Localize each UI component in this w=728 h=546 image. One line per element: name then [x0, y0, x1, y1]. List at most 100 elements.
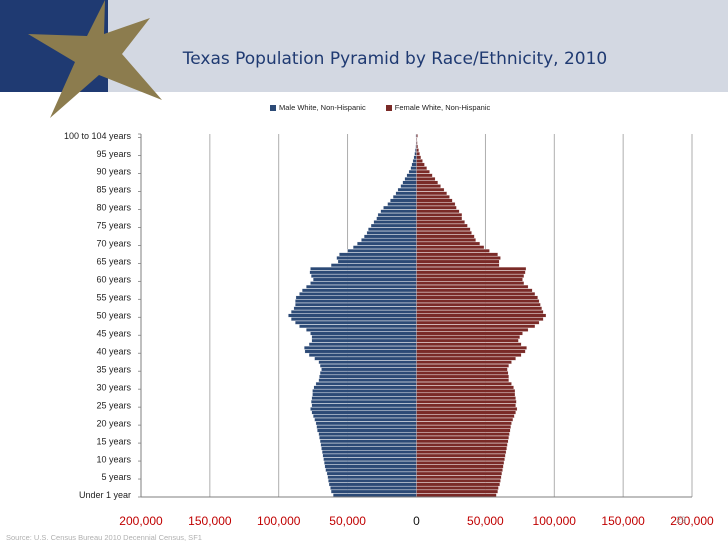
bar-male: [412, 159, 417, 163]
bar-male: [299, 324, 417, 329]
bar-female: [416, 371, 509, 375]
bar-male: [322, 450, 417, 454]
bar-male: [308, 353, 417, 357]
bar-male: [376, 216, 417, 221]
bar-male: [311, 338, 417, 343]
bar-male: [295, 295, 417, 300]
bar-male: [316, 425, 417, 429]
bar-male: [320, 443, 417, 447]
bar-male: [322, 453, 417, 458]
bar-male: [325, 468, 417, 472]
bar-male: [333, 493, 417, 497]
bar-female: [416, 486, 499, 490]
y-tick-label: Under 1 year: [79, 490, 131, 500]
bar-female: [416, 216, 463, 221]
bar-female: [416, 195, 450, 199]
y-tick-label: 70 years: [96, 239, 131, 249]
bar-male: [310, 399, 417, 404]
bar-female: [416, 256, 501, 260]
y-tick-label: 75 years: [96, 221, 131, 231]
bar-male: [295, 299, 417, 303]
y-tick-label: 95 years: [96, 149, 131, 159]
bar-male: [318, 360, 417, 364]
bar-female: [416, 234, 475, 239]
legend-item-male: Male White, Non-Hispanic: [270, 103, 366, 112]
bar-male: [295, 302, 417, 307]
bar-male: [299, 292, 417, 296]
x-tick-label: 0: [413, 514, 420, 528]
bar-female: [416, 317, 544, 321]
bar-female: [416, 360, 512, 364]
bar-female: [416, 223, 468, 228]
y-tick-label: 85 years: [96, 185, 131, 195]
bar-female: [416, 389, 516, 393]
page-number: 29: [676, 515, 687, 525]
bar-female: [416, 284, 529, 289]
bar-female: [416, 407, 518, 411]
bar-male: [317, 428, 417, 433]
bar-female: [416, 320, 540, 325]
bar-female: [416, 482, 500, 487]
bar-female: [416, 374, 509, 379]
bar-female: [416, 267, 527, 271]
source-note: Source: U.S. Census Bureau 2010 Decennia…: [6, 533, 202, 542]
bar-male: [327, 475, 417, 480]
bar-male: [337, 259, 417, 264]
bar-female: [416, 202, 456, 206]
bar-male: [383, 205, 417, 210]
x-tick-label: 100,000: [257, 514, 301, 528]
bar-female: [416, 324, 536, 329]
bar-male: [357, 241, 417, 246]
bar-male: [314, 417, 417, 422]
bar-male: [380, 209, 417, 214]
bar-female: [416, 382, 512, 386]
bar-male: [315, 382, 417, 386]
bar-female: [416, 227, 471, 232]
bar-male: [387, 202, 417, 206]
bar-female: [416, 292, 536, 296]
legend-label-male: Male White, Non-Hispanic: [279, 103, 366, 112]
bar-female: [416, 302, 541, 307]
bar-male: [330, 263, 417, 267]
bar-male: [319, 374, 417, 379]
bar-female: [416, 295, 538, 300]
bar-male: [397, 187, 417, 192]
bar-female: [416, 155, 422, 160]
bar-male: [361, 238, 417, 242]
bar-male: [408, 169, 417, 174]
bar-male: [366, 231, 417, 235]
y-tick-label: 5 years: [101, 472, 131, 482]
bar-male: [319, 364, 417, 368]
bar-male: [310, 281, 417, 285]
bar-male: [306, 328, 417, 332]
bar-male: [304, 346, 417, 350]
legend-swatch-female: [385, 105, 392, 112]
x-tick-label: 50,000: [329, 514, 366, 528]
bar-female: [416, 299, 540, 303]
bar-female: [416, 331, 523, 336]
bar-female: [416, 367, 508, 372]
bar-female: [416, 162, 425, 167]
bar-female: [416, 428, 511, 433]
y-tick-label: 90 years: [96, 167, 131, 177]
bar-female: [416, 421, 512, 426]
bar-male: [310, 274, 417, 278]
bar-male: [308, 342, 417, 347]
y-tick-label: 30 years: [96, 382, 131, 392]
bar-female: [416, 245, 485, 249]
bar-male: [321, 367, 417, 372]
bar-male: [406, 173, 417, 178]
bar-male: [347, 249, 417, 253]
bar-female: [416, 220, 465, 224]
bar-male: [311, 403, 417, 408]
bar-male: [370, 223, 417, 228]
bar-female: [416, 328, 529, 332]
bar-female: [416, 464, 504, 469]
bar-female: [416, 263, 500, 267]
bar-female: [416, 277, 523, 282]
chart-title: Texas Population Pyramid by Race/Ethnici…: [182, 49, 608, 69]
bar-female: [416, 141, 418, 145]
bar-male: [306, 284, 417, 289]
bar-female: [416, 335, 520, 339]
